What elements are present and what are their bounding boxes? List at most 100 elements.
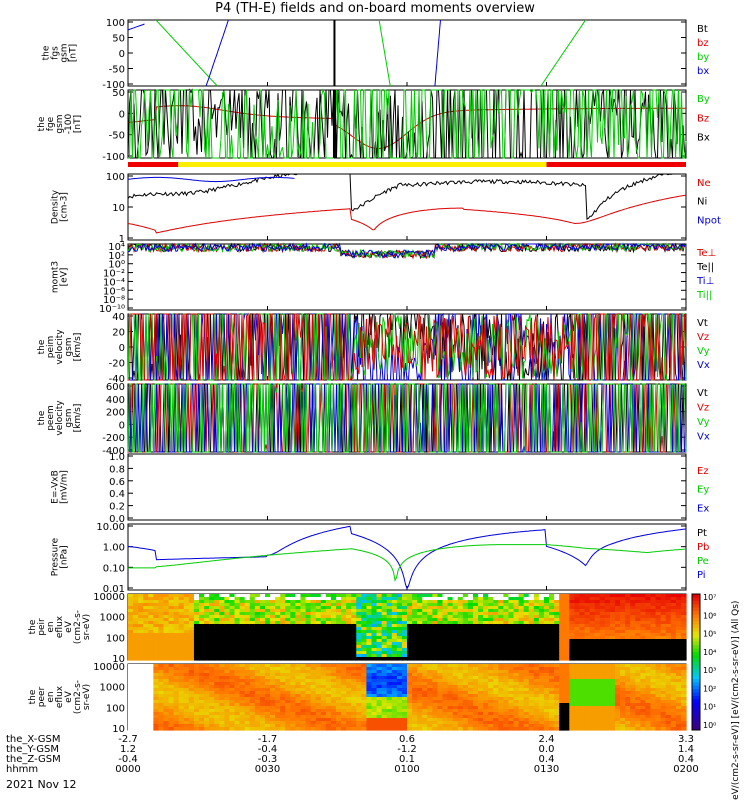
spectrogram-cell (427, 612, 433, 616)
y-tick-label: 400 (106, 395, 125, 406)
spectrogram-cell (193, 673, 200, 677)
spectrogram-cell (381, 600, 388, 604)
spectrogram-cell (325, 612, 332, 616)
spectrogram-cell (153, 657, 160, 661)
spectrogram-cell (427, 697, 433, 701)
spectrogram-cell (199, 667, 205, 671)
spectrogram-cell (259, 712, 266, 716)
spectrogram-cell (158, 597, 165, 601)
spectrogram-cell (239, 679, 246, 683)
spectrogram-cell (381, 712, 388, 716)
spectrogram-cell (523, 694, 530, 698)
spectrogram-cell (614, 706, 621, 710)
spectrogram-cell (675, 636, 682, 640)
spectrogram-cell (310, 679, 317, 683)
spectrogram-cell (224, 654, 231, 658)
spectrogram-cell (412, 597, 418, 601)
spectrogram-cell (620, 636, 626, 640)
spectrogram-cell (133, 627, 139, 631)
spectrogram-cell (315, 697, 322, 701)
spectrogram-cell (483, 727, 489, 731)
spectrogram-cell (503, 630, 510, 634)
spectrogram-cell (346, 648, 352, 652)
spectrogram-cell (564, 642, 570, 646)
spectrogram-cell (270, 654, 276, 658)
spectrogram-cell (168, 676, 175, 680)
spectrogram-cell (604, 685, 611, 689)
spectrogram-cell (381, 697, 388, 701)
spectrogram-cell (295, 597, 302, 601)
spectrogram-cell (412, 609, 418, 613)
spectrogram-cell (214, 618, 220, 622)
spectrogram-cell (138, 682, 144, 686)
spectrogram-cell (630, 648, 636, 652)
spectrogram-cell (356, 721, 362, 725)
spectrogram-cell (660, 639, 667, 643)
spectrogram-cell (401, 597, 408, 601)
spectrogram-cell (543, 654, 550, 658)
spectrogram-cell (153, 627, 160, 631)
spectrogram-cell (457, 682, 464, 686)
spectrogram-cell (320, 676, 327, 680)
spectrogram-cell (437, 694, 444, 698)
spectrogram-cell (488, 603, 494, 607)
spectrogram-cell (335, 697, 342, 701)
spectrogram-cell (543, 712, 550, 716)
spectrogram-cell (554, 694, 560, 698)
spectrogram-cell (528, 682, 535, 686)
spectrogram-cell (320, 709, 327, 713)
spectrogram-cell (564, 636, 570, 640)
spectrogram-cell (270, 657, 276, 661)
spectrogram-cell (386, 721, 393, 725)
spectrogram-cell (498, 624, 504, 628)
spectrogram-cell (594, 721, 601, 725)
spectrogram-cell (295, 691, 302, 695)
spectrogram-cell (417, 600, 423, 604)
spectrogram-cell (462, 642, 469, 646)
spectrogram-cell (604, 679, 611, 683)
spectrogram-cell (371, 718, 378, 722)
spectrogram-cell (503, 712, 510, 716)
spectrogram-cell (508, 685, 515, 689)
spectrogram-cell (371, 600, 378, 604)
spectrogram-cell (219, 615, 225, 619)
spectrogram-cell (559, 721, 565, 725)
spectrogram-cell (330, 633, 337, 637)
spectrogram-cell (620, 721, 626, 725)
spectrogram-cell (356, 609, 362, 613)
spectrogram-cell (229, 721, 236, 725)
spectrogram-cell (214, 651, 220, 655)
spectrogram-cell (199, 636, 205, 640)
spectrogram-cell (442, 715, 449, 719)
spectrogram-cell (295, 688, 302, 692)
spectrogram-cell (330, 618, 337, 622)
spectrogram-cell (386, 688, 393, 692)
y-tick-label: 50 (112, 34, 125, 45)
spectrogram-cell (630, 600, 636, 604)
spectrogram-cell (178, 685, 185, 689)
spectrogram-cell (483, 712, 489, 716)
spectrogram-cell (335, 664, 342, 668)
spectrogram-cell (330, 679, 337, 683)
spectrogram-cell (447, 633, 454, 637)
spectrogram-cell (290, 694, 296, 698)
spectrogram-cell (295, 706, 302, 710)
spectrogram-cell (680, 606, 687, 610)
spectrogram-cell (366, 618, 373, 622)
spectrogram-cell (462, 630, 469, 634)
legend-entry: Vz (697, 403, 709, 414)
spectrogram-cell (503, 685, 510, 689)
spectrogram-cell (625, 621, 631, 625)
spectrogram-cell (457, 657, 464, 661)
spectrogram-cell (457, 630, 464, 634)
spectrogram-cell (614, 636, 621, 640)
spectrogram-cell (472, 621, 479, 625)
spectrogram-cell (366, 651, 373, 655)
spectrogram-cell (381, 727, 388, 731)
legend-entry: Ti⊥ (696, 276, 714, 287)
spectrogram-cell (280, 718, 286, 722)
spectrogram-cell (655, 648, 662, 652)
spectrogram-cell (275, 645, 281, 649)
spectrogram-cell (660, 645, 667, 649)
spectrogram-cell (239, 636, 246, 640)
